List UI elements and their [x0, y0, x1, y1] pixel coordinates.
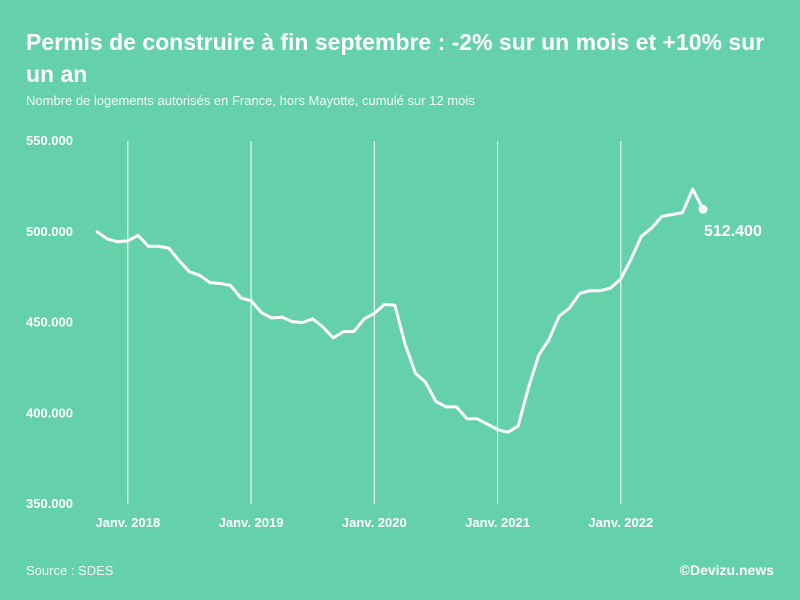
- y-axis: 550.000 500.000 450.000 400.000 350.000: [26, 133, 73, 511]
- x-tick-label: Janv. 2021: [465, 515, 530, 530]
- x-tick-label: Janv. 2019: [219, 515, 284, 530]
- chart-subtitle: Nombre de logements autorisés en France,…: [26, 93, 475, 108]
- last-point-marker: [698, 204, 708, 214]
- source-note: Source : SDES: [26, 563, 114, 578]
- y-tick-label: 550.000: [26, 133, 73, 148]
- gridlines: [127, 141, 622, 504]
- last-value-label: 512.400: [704, 223, 762, 240]
- x-tick-label: Janv. 2018: [95, 515, 160, 530]
- series-group: 512.400: [95, 187, 762, 434]
- chart-title: Permis de construire à fin septembre : -…: [26, 29, 765, 87]
- x-tick-label: Janv. 2022: [588, 515, 653, 530]
- x-tick-label: Janv. 2020: [342, 515, 407, 530]
- x-axis: Janv. 2018 Janv. 2019 Janv. 2020 Janv. 2021…: [95, 515, 653, 530]
- series-line: [95, 187, 705, 434]
- y-tick-label: 500.000: [26, 224, 73, 239]
- y-tick-label: 350.000: [26, 496, 73, 511]
- y-tick-label: 450.000: [26, 315, 73, 330]
- y-tick-label: 400.000: [26, 405, 73, 420]
- brand-credit: ©Devizu.news: [679, 562, 774, 578]
